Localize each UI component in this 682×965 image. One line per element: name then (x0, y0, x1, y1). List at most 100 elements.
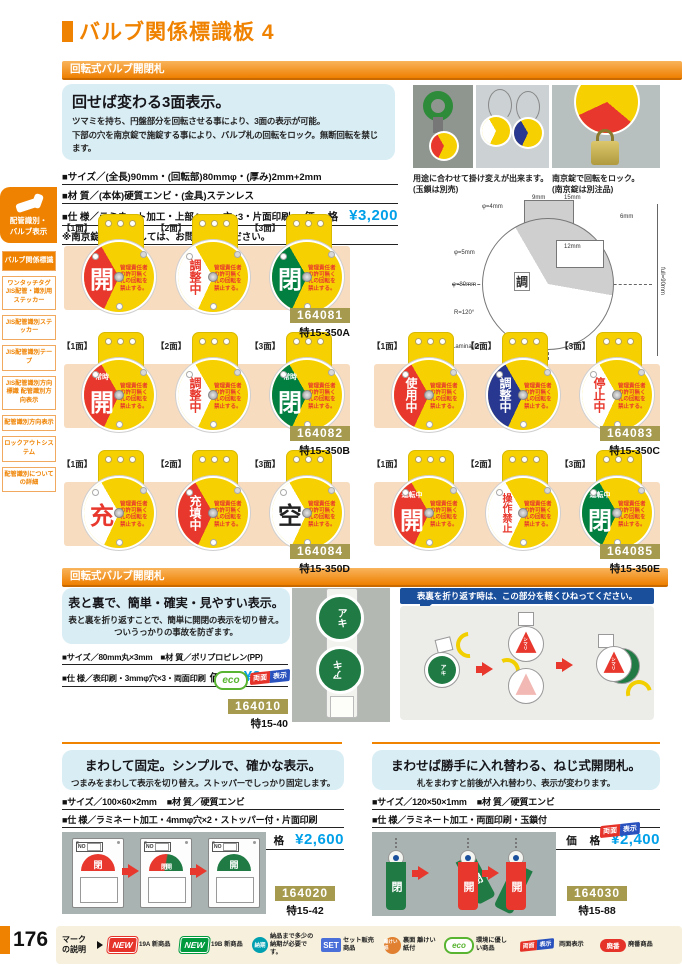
title-bullet-icon (62, 20, 73, 42)
rivet (302, 508, 312, 518)
face-label: 【2面】 (466, 459, 497, 469)
tag-note: 管理責任者の許可無く札の回転を禁止する。 (120, 502, 148, 528)
photo-valve-installed (413, 85, 473, 168)
face-label: 【1面】 (372, 459, 403, 469)
code-badge: 164020 (274, 886, 336, 901)
sidebar-category-tab: 配管識別・ バルブ表示 (0, 187, 57, 243)
code-badge: 164010 (227, 699, 288, 714)
rotary-tag: 【1面】 常時 開 管理責任者の許可無く札の回転を禁止する。 (62, 332, 156, 444)
arrow-right-icon (476, 662, 493, 676)
legend-title: マークの説明 (62, 934, 86, 954)
code-badge: 164030 (566, 886, 628, 901)
spec-material: ■材 質／(本体)硬質エンビ・(金具)ステンレス (62, 185, 398, 204)
dial-plate-closed: NO 閉 (72, 838, 124, 908)
pipe-icon (14, 192, 44, 214)
face-label: 【2面】 (156, 223, 187, 233)
legend-mark-eco: eco 環境に優しい商品 (444, 936, 512, 954)
face-label: 【2面】 (466, 341, 497, 351)
photo-dial-plates: NO 閉 NO 閉開 NO 開 (62, 832, 266, 914)
arrow-right-icon (412, 866, 429, 880)
tag-note: 管理責任者の許可無く札の回転を禁止する。 (120, 384, 148, 410)
price-label: 価 格 (566, 834, 606, 847)
tag-disc: 調整中 管理責任者の許可無く札の回転を禁止する。 (178, 360, 248, 430)
rotary-tag: 【2面】 調整中 管理責任者の許可無く札の回転を禁止する。 (156, 214, 250, 326)
tag-text: 開 (90, 266, 114, 294)
spec-material: ■材 質／硬質エンビ (166, 796, 245, 807)
rotary-tag: 【2面】 調整中 管理責任者の許可無く札の回転を禁止する。 (156, 332, 250, 444)
product-code: 164085 特15-350E (599, 542, 660, 576)
tag-disc: 運転中 開 管理責任者の許可無く札の回転を禁止する。 (394, 478, 464, 548)
sidebar-item-direction-signs: JIS配管識別方向標識 配管識別方向表示 (2, 375, 56, 410)
section2-banner: 回転式バルブ開閉札 (62, 568, 668, 587)
tag-subtext: 常時 (283, 374, 297, 381)
rotary-tag: 【2面】 充填中 管理責任者の許可無く札の回転を禁止する。 (156, 450, 250, 562)
model-number: 特15-350C (609, 445, 660, 457)
photo-flip-tag: アキ アキ (292, 588, 390, 722)
sidebar-item-lockout: ロックアウトシステム (2, 436, 56, 462)
tag-text: 充 (90, 502, 114, 530)
model-number: 特15-350B (299, 445, 350, 457)
legend-mark-new-a: NEW 19A 新商品 (107, 937, 175, 953)
spec-size: ■サイズ／100×60×2mm (62, 796, 157, 807)
section2-headline-box: 表と裏で、簡単・確実・見やすい表示。 表と裏を折り返すことで、簡単に開閉の表示を… (62, 588, 290, 644)
tag-disc: 停止中 管理責任者の許可無く札の回転を禁止する。 (582, 360, 652, 430)
rivet (208, 390, 218, 400)
arrow-right-icon (556, 658, 573, 672)
section1-banner: 回転式バルブ開閉札 (62, 61, 682, 80)
rivet (208, 272, 218, 282)
rotate-arrow-icon (450, 626, 488, 664)
rivet (612, 508, 622, 518)
rivet (114, 390, 124, 400)
rotary-tag: 【1面】 使用中 管理責任者の許可無く札の回転を禁止する。 (372, 332, 466, 444)
legend-mark-leadtime: 納期 納品まで多少の納期が必要です。 (252, 933, 316, 957)
legend-mark-discontinued: 廃番 廃番商品 (600, 938, 664, 952)
sidebar-item-details: 配管識別についての詳細 (2, 466, 56, 492)
tag-icon (514, 119, 542, 147)
cartoon-tag-folded: シマリ (596, 646, 632, 682)
tag-text: 調整中 (188, 259, 202, 295)
sidebar-item-valve-signs: バルブ関係標識 (2, 251, 56, 271)
code-badge: 164084 (289, 544, 350, 559)
tag-icon (576, 85, 638, 133)
tag-subtext: 常時 (95, 374, 109, 381)
tag-note: 管理責任者の許可無く札の回転を禁止する。 (214, 502, 242, 528)
tag-text: 閉 (278, 266, 302, 294)
dimension-diagram: 調 9mm 15mm φ=4mm 6mm 12mm φ=5mm φ=80mm R… (452, 195, 680, 366)
tag-text: 閉 (278, 389, 302, 417)
tag-note: 管理責任者の許可無く札の回転を禁止する。 (214, 266, 242, 292)
tag-subtext: 運転中 (401, 492, 423, 499)
hanging-tag-icon (431, 133, 457, 159)
product-164084: 【1面】 充 管理責任者の許可無く札の回転を禁止する。 【2面】 充填中 管理責… (62, 450, 350, 576)
section3-desc: つまみをまわして表示を切り替え。ストッパーでしっかり固定します。 (71, 778, 335, 788)
spec-material: ■材 質／硬質エンビ (476, 796, 555, 807)
rivet (518, 508, 528, 518)
tag-disc: 充 管理責任者の許可無く札の回転を禁止する。 (84, 478, 154, 548)
face-label: 【3面】 (250, 341, 281, 351)
cartoon-tag-open: アキ (424, 652, 460, 688)
price-value: ¥2,600 (295, 830, 344, 848)
tag-note: 管理責任者の許可無く札の回転を禁止する。 (618, 384, 646, 410)
tag-note: 管理責任者の許可無く札の回転を禁止する。 (308, 266, 336, 292)
face-label: 【2面】 (156, 341, 187, 351)
cartoon-tag-back (508, 668, 544, 704)
page-header: バルブ関係標識板 4 (62, 16, 275, 46)
divider (62, 742, 342, 744)
diagram-center-char: 調 (514, 272, 531, 291)
face-label: 【3面】 (560, 341, 591, 351)
rotary-tag: 【1面】 充 管理責任者の許可無く札の回転を禁止する。 (62, 450, 156, 562)
page-number-accent (0, 926, 10, 954)
rivet (302, 390, 312, 400)
product-164082: 【1面】 常時 開 管理責任者の許可無く札の回転を禁止する。 【2面】 調整中 (62, 332, 350, 458)
sidebar-item-jis-tape: JIS配管識別テープ (2, 345, 56, 371)
tag-disc: 閉 管理責任者の許可無く札の回転を禁止する。 (272, 242, 342, 312)
tag-text: 操作禁止 (500, 493, 511, 533)
sidebar-item-onetouch-tag: ワンタッチタグ JIS配管・識別用ステッカー (2, 275, 56, 310)
face-label: 【3面】 (250, 223, 281, 233)
section1-desc1: ツマミを持ち、円盤部分を回転させる事により、3面の表示が可能。 (72, 116, 326, 126)
face-label: 【1面】 (62, 459, 93, 469)
photo-padlocked-tag (552, 85, 660, 168)
discontinued-badge-icon: 廃番 (600, 938, 626, 952)
tag-note: 管理責任者の許可無く札の回転を禁止する。 (214, 384, 242, 410)
spec-detail: ■仕 様／ラミネート加工・両面印刷・玉鎖付 (372, 810, 660, 828)
tag-note: 管理責任者の許可無く札の回転を禁止する。 (308, 502, 336, 528)
